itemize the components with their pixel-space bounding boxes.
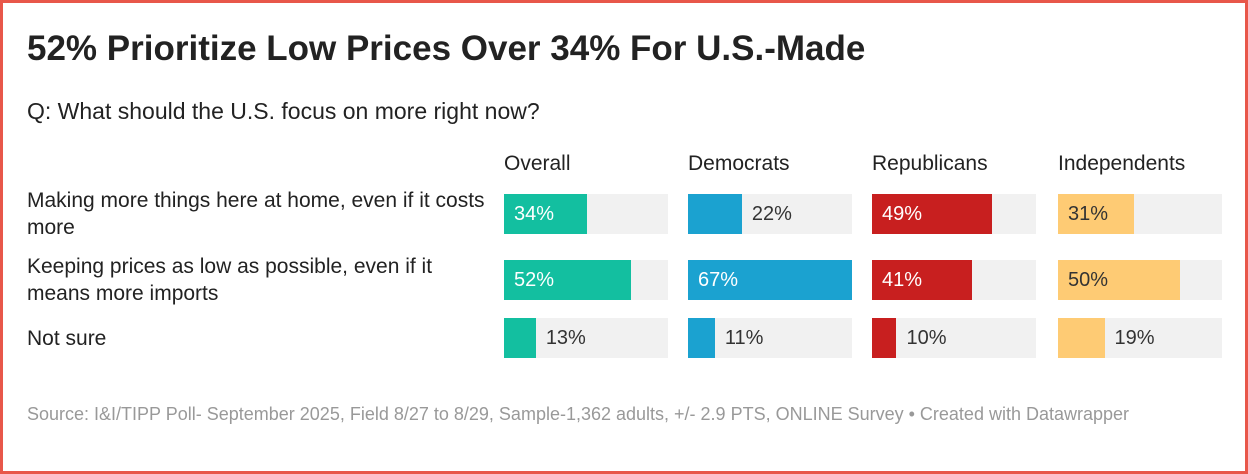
value-label: 11% bbox=[724, 327, 764, 349]
bar-track bbox=[688, 318, 852, 358]
value-label: 34% bbox=[514, 203, 555, 225]
value-label: 50% bbox=[1068, 269, 1109, 291]
source-note: Source: I&I/TIPP Poll- September 2025, F… bbox=[27, 404, 1130, 424]
value-label: 22% bbox=[751, 203, 792, 225]
bar bbox=[1058, 318, 1105, 358]
bar bbox=[872, 194, 992, 234]
value-label: 31% bbox=[1068, 203, 1109, 225]
value-label: 52% bbox=[514, 269, 555, 291]
bar-track bbox=[872, 318, 1036, 358]
row-label: Keeping prices as low as possible, even … bbox=[27, 255, 497, 305]
value-label: 49% bbox=[882, 203, 923, 225]
bar bbox=[504, 318, 536, 358]
value-label: 41% bbox=[882, 269, 923, 291]
value-label: 67% bbox=[698, 269, 739, 291]
row-label: Making more things here at home, even if… bbox=[27, 189, 497, 239]
bar bbox=[504, 260, 632, 300]
chart-subtitle: Q: What should the U.S. focus on more ri… bbox=[27, 98, 540, 124]
bar bbox=[688, 318, 715, 358]
column-header: Independents bbox=[1058, 152, 1186, 175]
column-header: Overall bbox=[504, 152, 571, 175]
row-label-text: Not sure bbox=[27, 326, 107, 350]
bar bbox=[1058, 194, 1134, 234]
value-label: 10% bbox=[906, 327, 947, 349]
column-header: Republicans bbox=[872, 152, 988, 175]
bar bbox=[688, 194, 742, 234]
column-header: Democrats bbox=[688, 152, 790, 175]
chart-title: 52% Prioritize Low Prices Over 34% For U… bbox=[27, 29, 866, 68]
bar bbox=[872, 260, 973, 300]
value-label: 13% bbox=[545, 327, 586, 349]
row-label: Not sure bbox=[27, 318, 497, 358]
row-label-text: Keeping prices as low as possible, even … bbox=[27, 255, 433, 305]
value-label: 19% bbox=[1114, 327, 1155, 349]
row-label-text: Making more things here at home, even if… bbox=[27, 189, 485, 239]
bar bbox=[1058, 260, 1181, 300]
bar bbox=[872, 318, 897, 358]
bar bbox=[504, 194, 588, 234]
bar bbox=[688, 260, 852, 300]
